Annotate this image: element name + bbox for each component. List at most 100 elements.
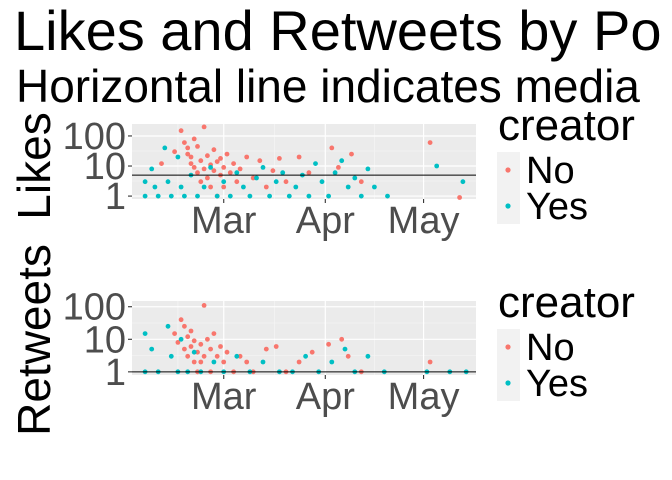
data-point-no	[211, 168, 217, 174]
data-point-yes	[214, 193, 220, 199]
data-point-yes	[165, 179, 171, 185]
data-point-no	[306, 170, 312, 176]
data-point-no	[221, 184, 227, 190]
data-point-no	[198, 341, 204, 347]
data-point-yes	[273, 179, 279, 185]
data-point-no	[237, 353, 243, 359]
data-point-no	[231, 161, 237, 167]
data-point-yes	[260, 359, 266, 365]
data-point-yes	[342, 346, 348, 352]
data-point-no	[198, 158, 204, 164]
data-point-no	[250, 175, 256, 181]
data-point-no	[201, 353, 207, 359]
data-point-no	[218, 344, 223, 349]
data-point-yes	[365, 166, 371, 172]
data-point-yes	[313, 161, 318, 167]
data-point-yes	[201, 184, 207, 190]
data-point-yes	[142, 179, 148, 185]
legend-label-yes: Yes	[526, 186, 588, 228]
x-tick-label: May	[388, 200, 460, 242]
data-point-yes	[345, 184, 351, 190]
x-tick-label: Mar	[191, 376, 257, 418]
data-point-no	[172, 149, 178, 155]
data-point-no	[270, 168, 276, 174]
data-point-no	[201, 124, 207, 130]
data-point-no	[273, 344, 279, 349]
data-point-no	[191, 359, 197, 365]
data-point-no	[345, 353, 351, 359]
data-point-no	[227, 170, 233, 176]
data-point-yes	[247, 193, 253, 199]
data-point-no	[244, 154, 250, 160]
data-point-no	[198, 359, 204, 365]
data-point-no	[191, 165, 197, 170]
data-point-no	[185, 353, 191, 359]
x-tick-label: Mar	[191, 200, 257, 242]
data-point-yes	[182, 193, 187, 199]
data-point-no	[182, 140, 187, 146]
data-point-no	[349, 151, 354, 157]
data-point-yes	[162, 145, 168, 151]
data-point-no	[188, 344, 194, 349]
data-point-no	[283, 179, 289, 185]
data-point-yes	[155, 193, 161, 199]
data-point-no	[237, 166, 243, 172]
data-point-no	[185, 145, 191, 151]
y-tick-label: 1	[105, 176, 126, 218]
data-point-yes	[178, 184, 184, 190]
data-point-no	[244, 359, 250, 365]
legend-label-no: No	[526, 327, 575, 369]
data-point-yes	[293, 184, 299, 190]
data-point-no	[257, 158, 263, 164]
y-tick-label: 10	[84, 146, 126, 188]
data-point-no	[178, 317, 184, 323]
y-axis-title: Likes	[8, 112, 60, 219]
legend-key-background	[497, 329, 520, 401]
y-tick-label: 100	[63, 116, 126, 158]
data-point-no	[188, 154, 194, 160]
data-point-no	[339, 336, 345, 342]
data-point-no	[188, 328, 194, 334]
y-tick-label: 1	[105, 352, 126, 394]
data-point-yes	[267, 193, 272, 199]
data-point-yes	[319, 179, 325, 185]
data-point-no	[296, 154, 302, 160]
data-point-no	[182, 346, 187, 352]
data-point-no	[198, 179, 204, 185]
data-point-no	[221, 165, 227, 170]
data-point-yes	[329, 359, 335, 365]
data-point-no	[195, 349, 200, 355]
legend-label-no: No	[526, 150, 575, 192]
data-point-yes	[352, 175, 358, 181]
data-point-no	[201, 166, 207, 172]
data-point-yes	[178, 336, 184, 342]
data-point-no	[182, 323, 187, 329]
data-point-yes	[149, 166, 155, 172]
panel-background	[132, 301, 476, 375]
data-point-no	[191, 136, 197, 142]
data-point-no	[208, 346, 214, 352]
data-point-no	[214, 353, 220, 359]
data-point-yes	[142, 193, 148, 199]
legend-key-yes	[505, 380, 511, 386]
data-point-no	[159, 161, 164, 167]
data-point-yes	[280, 170, 286, 176]
data-point-yes	[254, 175, 259, 181]
data-point-no	[172, 331, 178, 336]
data-point-no	[326, 341, 331, 347]
data-point-yes	[385, 193, 390, 199]
y-axis-title: Retweets	[8, 244, 60, 436]
data-point-no	[211, 331, 217, 336]
data-point-yes	[168, 353, 174, 359]
data-point-yes	[142, 331, 148, 336]
data-point-no	[309, 349, 315, 355]
data-point-no	[188, 161, 194, 167]
data-point-no	[218, 156, 223, 161]
data-point-yes	[306, 193, 312, 199]
data-point-yes	[208, 165, 214, 170]
data-point-no	[457, 195, 462, 200]
data-point-yes	[339, 158, 345, 164]
x-tick-label: Apr	[296, 200, 355, 242]
